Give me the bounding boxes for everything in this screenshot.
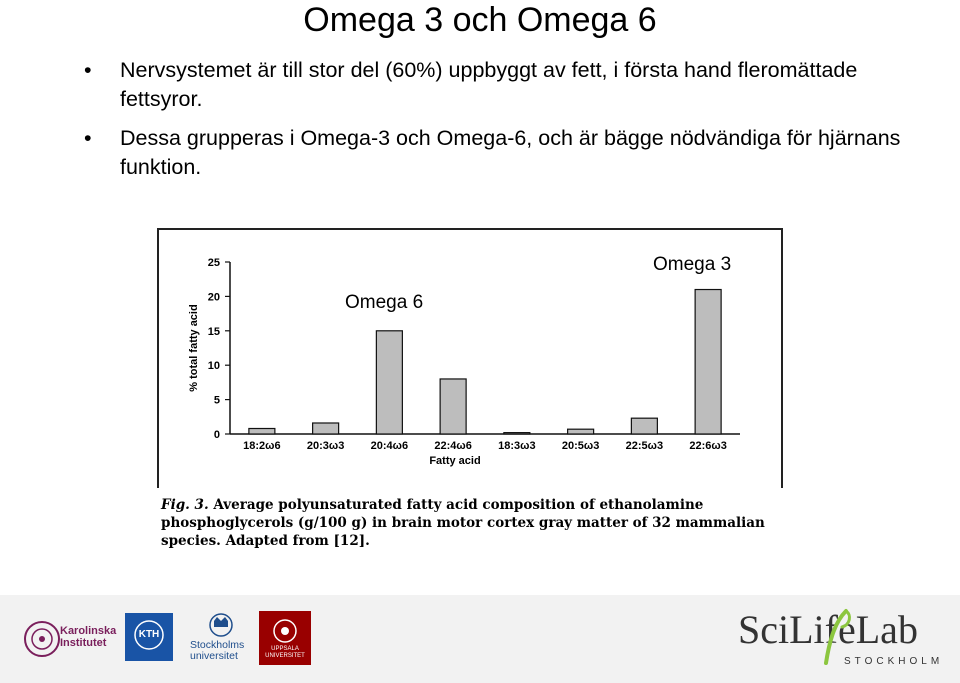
bullet-dot-icon: •	[84, 58, 92, 82]
chart-frame	[157, 228, 783, 488]
y-tick-label: 0	[214, 429, 220, 441]
x-axis-label: Fatty acid	[429, 455, 480, 467]
karolinska-seal-icon	[24, 621, 60, 657]
caption-fig-label: Fig. 3.	[161, 497, 209, 513]
bullet-item: • Dessa grupperas i Omega-3 och Omega-6,…	[80, 124, 940, 182]
x-tick-label: 22:4ω6	[434, 440, 471, 452]
karolinska-logo: Karolinska Institutet	[22, 615, 117, 665]
karolinska-logo-text: Karolinska Institutet	[60, 625, 117, 649]
logo-footer: Karolinska Institutet KTH Stockholms uni…	[0, 595, 960, 683]
figure-caption: Fig. 3. Average polyunsaturated fatty ac…	[161, 496, 785, 550]
omega6-label: Omega 6	[345, 292, 424, 313]
bar	[248, 427, 276, 435]
crown-icon	[209, 613, 233, 637]
scilifelab-wordmark: SciLifeLab	[738, 607, 918, 653]
bar	[439, 378, 467, 435]
x-tick-label: 18:3ω3	[498, 440, 535, 452]
uppsala-seal-icon	[273, 619, 297, 643]
scilifelab-sci: Sci	[738, 607, 790, 652]
x-tick-label: 22:5ω3	[626, 440, 663, 452]
bullet-text: Dessa grupperas i Omega-3 och Omega-6, o…	[120, 126, 901, 179]
bar	[567, 428, 595, 435]
kth-logo-text: KTH	[138, 629, 160, 640]
y-tick-label: 10	[208, 360, 220, 372]
scilifelab-logo: SciLifeLab STOCKHOLM	[738, 607, 939, 673]
uppsala-logo-text: UPPSALA UNIVERSITET	[265, 646, 305, 659]
bullet-dot-icon: •	[84, 126, 92, 150]
scilifelab-subtitle: STOCKHOLM	[844, 656, 944, 667]
y-tick-label: 5	[214, 395, 220, 407]
slide-title: Omega 3 och Omega 6	[303, 1, 657, 39]
leaf-icon	[824, 609, 851, 665]
bar	[503, 432, 531, 435]
stockholm-university-logo: Stockholms universitet	[190, 611, 252, 667]
x-tick-label: 20:5ω3	[562, 440, 599, 452]
x-tick-label: 18:2ω6	[243, 440, 280, 452]
kth-crest-icon	[134, 620, 164, 650]
figure-image: 0 5 10 15 20 25 % total fatty acid 18:2ω6 20:3ω3…	[135, 226, 807, 560]
caption-text: Average polyunsaturated fatty acid compo…	[161, 497, 765, 549]
bar	[694, 288, 722, 435]
kth-logo: KTH	[125, 613, 173, 661]
scilifelab-lab: Lab	[855, 607, 918, 652]
bar	[630, 417, 658, 435]
bar	[375, 330, 403, 435]
x-tick-label: 20:3ω3	[307, 440, 344, 452]
stockholm-logo-text: Stockholms universitet	[190, 639, 245, 662]
bar	[312, 422, 340, 435]
y-tick-label: 25	[208, 257, 220, 269]
bullet-item: • Nervsystemet är till stor del (60%) up…	[80, 56, 940, 114]
bullet-text: Nervsystemet är till stor del (60%) uppb…	[120, 58, 858, 111]
x-tick-label: 22:6ω3	[689, 440, 726, 452]
y-axis-label: % total fatty acid	[188, 304, 200, 391]
bullet-list: • Nervsystemet är till stor del (60%) up…	[80, 56, 940, 192]
uppsala-logo: UPPSALA UNIVERSITET	[259, 611, 311, 665]
bar-chart: 0 5 10 15 20 25 % total fatty acid 18:2ω6 20:3ω3…	[188, 257, 740, 467]
y-tick-label: 15	[208, 326, 220, 338]
y-tick-label: 20	[208, 291, 220, 303]
x-tick-label: 20:4ω6	[371, 440, 408, 452]
omega3-label: Omega 3	[653, 254, 732, 275]
